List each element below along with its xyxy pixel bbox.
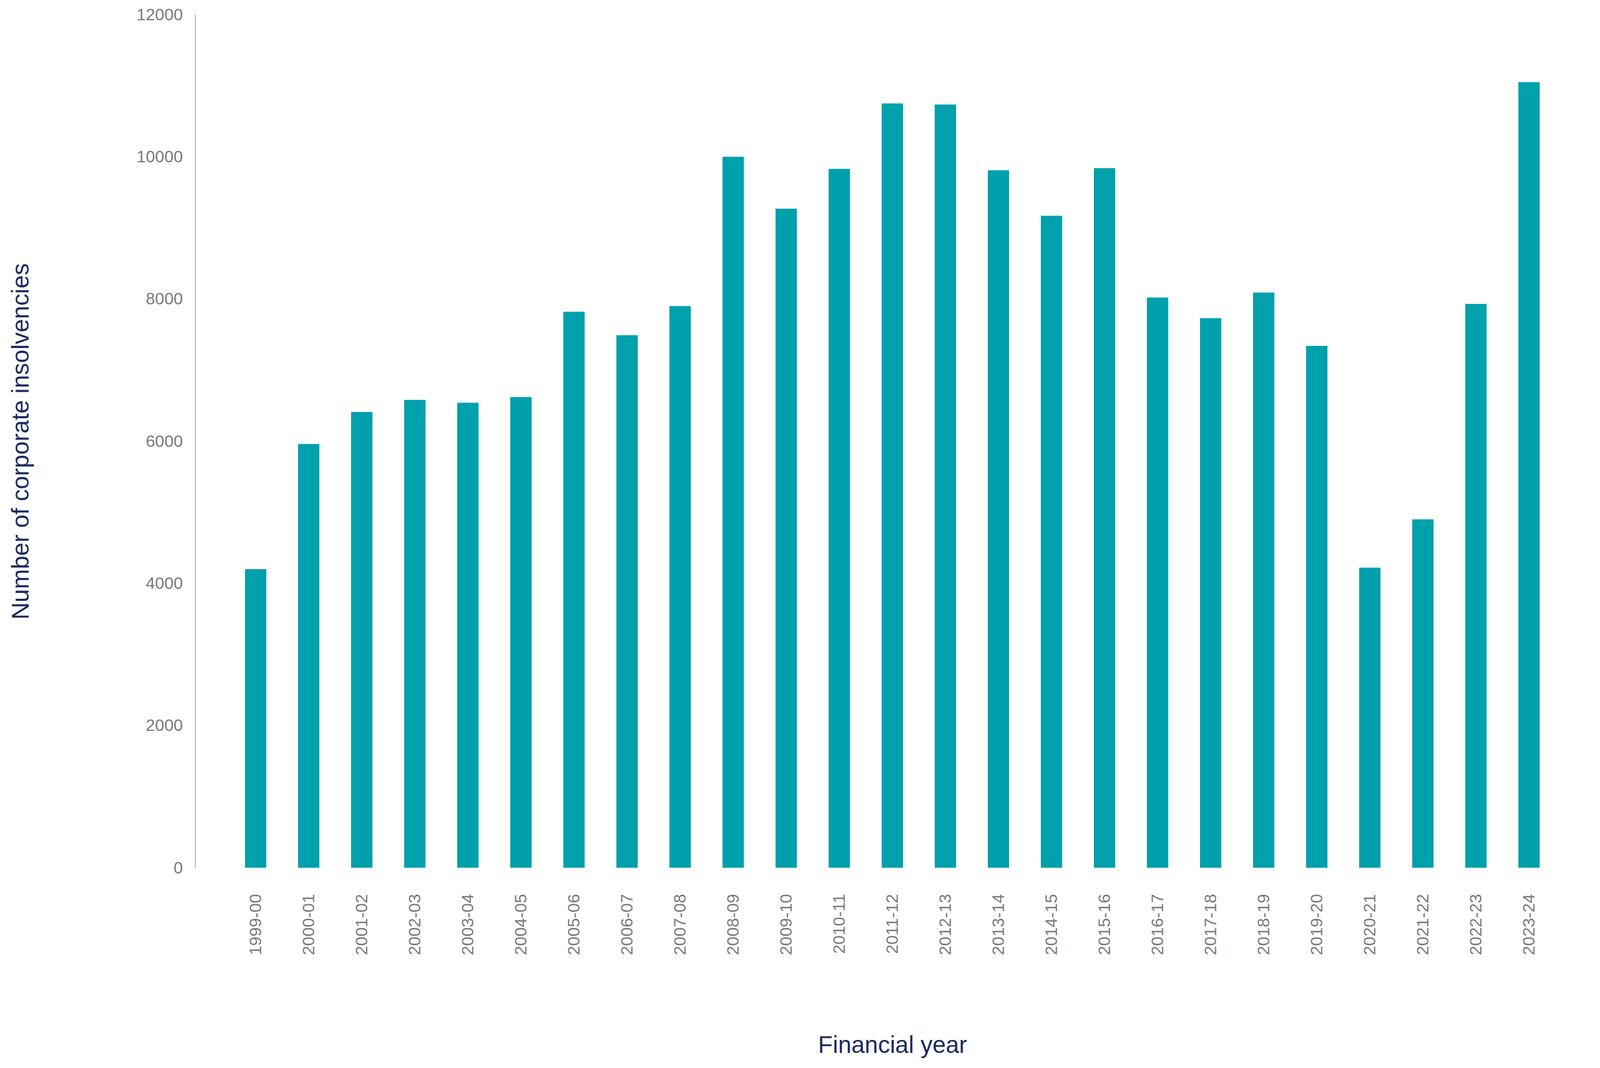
svg-text:2009-10: 2009-10 xyxy=(776,894,796,956)
svg-text:2016-17: 2016-17 xyxy=(1147,894,1167,956)
svg-text:2013-14: 2013-14 xyxy=(988,894,1008,956)
svg-text:10000: 10000 xyxy=(136,147,184,166)
svg-text:Number of corporate insolvenci: Number of corporate insolvencies xyxy=(6,263,34,620)
svg-text:2017-18: 2017-18 xyxy=(1201,894,1220,956)
svg-text:2021-22: 2021-22 xyxy=(1413,894,1432,956)
svg-text:2011-12: 2011-12 xyxy=(882,894,902,954)
svg-text:2001-02: 2001-02 xyxy=(352,894,371,956)
svg-text:0: 0 xyxy=(173,858,184,877)
svg-text:4000: 4000 xyxy=(145,573,183,593)
svg-text:2006-07: 2006-07 xyxy=(617,894,637,956)
svg-text:2014-15: 2014-15 xyxy=(1041,894,1061,956)
svg-text:2002-03: 2002-03 xyxy=(405,894,424,956)
svg-text:2015-16: 2015-16 xyxy=(1094,894,1114,956)
svg-text:2008-09: 2008-09 xyxy=(723,894,743,956)
svg-text:12000: 12000 xyxy=(136,5,184,24)
svg-text:2018-19: 2018-19 xyxy=(1254,894,1273,956)
svg-text:2004-05: 2004-05 xyxy=(511,894,531,956)
svg-text:2020-21: 2020-21 xyxy=(1360,894,1379,956)
svg-text:2019-20: 2019-20 xyxy=(1307,894,1326,956)
svg-text:2005-06: 2005-06 xyxy=(564,894,584,956)
svg-text:2012-13: 2012-13 xyxy=(935,894,955,956)
svg-text:2022-23: 2022-23 xyxy=(1466,894,1486,956)
svg-text:2023-24: 2023-24 xyxy=(1519,894,1539,956)
svg-text:6000: 6000 xyxy=(145,431,183,451)
svg-text:1999-00: 1999-00 xyxy=(246,894,265,956)
svg-text:8000: 8000 xyxy=(145,289,183,308)
svg-text:2000: 2000 xyxy=(145,715,183,735)
svg-text:2000-01: 2000-01 xyxy=(299,894,318,956)
svg-text:Financial year: Financial year xyxy=(818,1030,967,1058)
svg-text:2007-08: 2007-08 xyxy=(670,894,690,956)
svg-text:2003-04: 2003-04 xyxy=(458,894,477,956)
svg-text:2010-11: 2010-11 xyxy=(829,894,849,954)
